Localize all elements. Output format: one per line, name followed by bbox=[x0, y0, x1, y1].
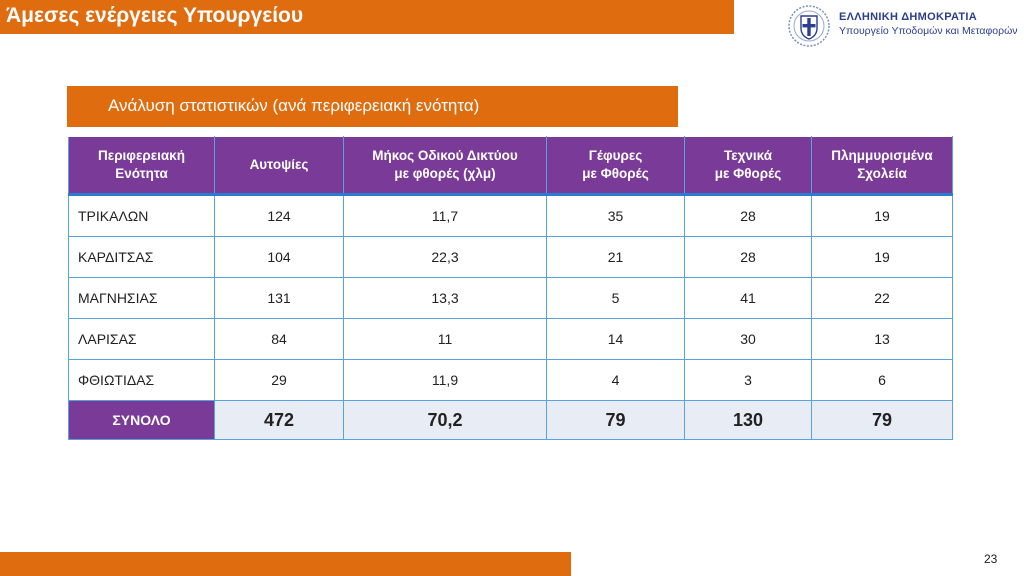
table-cell: 13 bbox=[811, 318, 953, 360]
table-cell: 6 bbox=[811, 359, 953, 401]
table-cell: 3 bbox=[684, 359, 812, 401]
table-cell: 28 bbox=[684, 194, 812, 237]
table-cell: 11,7 bbox=[343, 194, 547, 237]
table-cell: 84 bbox=[214, 318, 344, 360]
region-cell: ΤΡΙΚΑΛΩΝ bbox=[68, 194, 215, 237]
column-header-bridges: Γέφυρες με Φθορές bbox=[546, 136, 685, 196]
table-header-row: Περιφερειακή Ενότητα Αυτοψίες Μήκος Οδικ… bbox=[68, 136, 953, 196]
ministry-name: Υπουργείο Υποδομών και Μεταφορών bbox=[839, 25, 1018, 37]
table-cell: 29 bbox=[214, 359, 344, 401]
total-label: ΣΥΝΟΛΟ bbox=[68, 400, 215, 440]
table-cell: 30 bbox=[684, 318, 812, 360]
total-cell: 70,2 bbox=[343, 400, 547, 440]
table-row: ΦΘΙΩΤΙΔΑΣ 29 11,9 4 3 6 bbox=[68, 359, 953, 401]
column-header-technical-works: Τεχνικά με Φθορές bbox=[684, 136, 812, 196]
table-cell: 131 bbox=[214, 277, 344, 319]
table-cell: 14 bbox=[546, 318, 685, 360]
region-cell: ΜΑΓΝΗΣΙΑΣ bbox=[68, 277, 215, 319]
column-header-flooded-schools: Πλημμυρισμένα Σχολεία bbox=[811, 136, 953, 196]
table-cell: 4 bbox=[546, 359, 685, 401]
table-row: ΜΑΓΝΗΣΙΑΣ 131 13,3 5 41 22 bbox=[68, 277, 953, 319]
total-cell: 130 bbox=[684, 400, 812, 440]
region-cell: ΛΑΡΙΣΑΣ bbox=[68, 318, 215, 360]
column-header-region: Περιφερειακή Ενότητα bbox=[68, 136, 215, 196]
table-row: ΛΑΡΙΣΑΣ 84 11 14 30 13 bbox=[68, 318, 953, 360]
table-cell: 19 bbox=[811, 236, 953, 278]
table-cell: 22 bbox=[811, 277, 953, 319]
total-cell: 79 bbox=[811, 400, 953, 440]
table-cell: 11,9 bbox=[343, 359, 547, 401]
table-cell: 22,3 bbox=[343, 236, 547, 278]
table-cell: 28 bbox=[684, 236, 812, 278]
footer-bar bbox=[0, 552, 571, 576]
statistics-table: Περιφερειακή Ενότητα Αυτοψίες Μήκος Οδικ… bbox=[68, 136, 953, 440]
table-cell: 41 bbox=[684, 277, 812, 319]
region-cell: ΦΘΙΩΤΙΔΑΣ bbox=[68, 359, 215, 401]
total-cell: 472 bbox=[214, 400, 344, 440]
column-header-inspections: Αυτοψίες bbox=[214, 136, 344, 196]
table-cell: 35 bbox=[546, 194, 685, 237]
table-cell: 19 bbox=[811, 194, 953, 237]
page-title: Άμεσες ενέργειες Υπουργείου bbox=[6, 4, 304, 27]
title-bar: Άμεσες ενέργειες Υπουργείου bbox=[0, 0, 734, 34]
subtitle-bar: Ανάλυση στατιστικών (ανά περιφερειακή εν… bbox=[67, 86, 678, 127]
section-subtitle: Ανάλυση στατιστικών (ανά περιφερειακή εν… bbox=[108, 96, 480, 115]
column-header-road-length: Μήκος Οδικού Δικτύου με φθορές (χλμ) bbox=[343, 136, 547, 196]
greek-coat-of-arms-icon bbox=[788, 5, 830, 47]
table-cell: 104 bbox=[214, 236, 344, 278]
table-row: ΚΑΡΔΙΤΣΑΣ 104 22,3 21 28 19 bbox=[68, 236, 953, 278]
region-cell: ΚΑΡΔΙΤΣΑΣ bbox=[68, 236, 215, 278]
page-number: 23 bbox=[984, 552, 998, 566]
total-row: ΣΥΝΟΛΟ 472 70,2 79 130 79 bbox=[68, 400, 953, 440]
table-cell: 11 bbox=[343, 318, 547, 360]
table-row: ΤΡΙΚΑΛΩΝ 124 11,7 35 28 19 bbox=[68, 194, 953, 237]
org-name: ΕΛΛΗΝΙΚΗ ΔΗΜΟΚΡΑΤΙΑ bbox=[839, 11, 977, 23]
table-cell: 13,3 bbox=[343, 277, 547, 319]
table-cell: 124 bbox=[214, 194, 344, 237]
table-cell: 5 bbox=[546, 277, 685, 319]
table-cell: 21 bbox=[546, 236, 685, 278]
total-cell: 79 bbox=[546, 400, 685, 440]
